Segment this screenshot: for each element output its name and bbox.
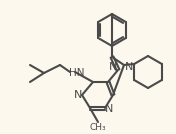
Text: N: N [109, 62, 117, 72]
Text: N: N [125, 62, 133, 72]
Text: N: N [105, 104, 113, 114]
Text: CH₃: CH₃ [90, 122, 106, 131]
Text: N: N [74, 90, 82, 100]
Text: HN: HN [69, 68, 85, 78]
